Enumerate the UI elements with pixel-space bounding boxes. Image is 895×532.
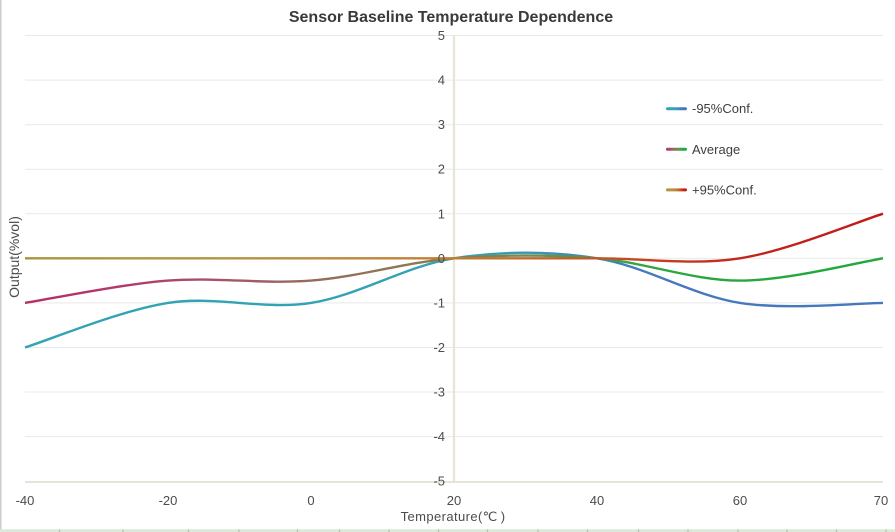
svg-text:3: 3 xyxy=(438,117,445,132)
svg-text:-40: -40 xyxy=(16,493,35,508)
svg-text:-4: -4 xyxy=(433,429,445,444)
svg-text:Output(%vol): Output(%vol) xyxy=(6,216,22,298)
svg-text:-2: -2 xyxy=(433,340,445,355)
svg-text:4: 4 xyxy=(438,73,445,88)
svg-text:20: 20 xyxy=(447,493,461,508)
svg-text:2: 2 xyxy=(438,162,445,177)
svg-text:Average: Average xyxy=(692,142,740,157)
svg-text:5: 5 xyxy=(438,28,445,43)
svg-text:-3: -3 xyxy=(433,385,445,400)
svg-text:0: 0 xyxy=(307,493,314,508)
svg-text:1: 1 xyxy=(438,206,445,221)
svg-text:0: 0 xyxy=(438,251,445,266)
svg-text:Temperature(℃ ): Temperature(℃ ) xyxy=(401,509,506,524)
svg-text:Sensor Baseline Temperature De: Sensor Baseline Temperature Dependence xyxy=(289,9,613,26)
svg-text:+95%Conf.: +95%Conf. xyxy=(692,182,757,197)
svg-text:-5: -5 xyxy=(433,474,445,489)
svg-text:70: 70 xyxy=(874,493,888,508)
svg-text:-1: -1 xyxy=(433,295,445,310)
svg-text:40: 40 xyxy=(590,493,604,508)
svg-text:-95%Conf.: -95%Conf. xyxy=(692,101,753,116)
svg-text:-20: -20 xyxy=(159,493,178,508)
svg-text:60: 60 xyxy=(733,493,747,508)
